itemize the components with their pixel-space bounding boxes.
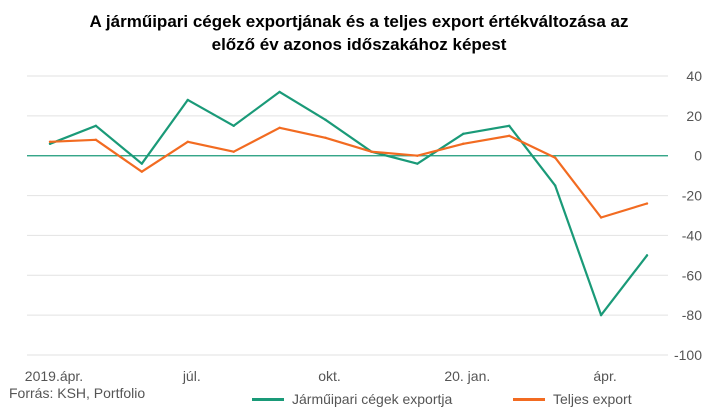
legend-item-series-1: Járműipari cégek exportja (252, 390, 452, 408)
legend-swatch-series-1 (252, 397, 284, 401)
grid-layer (27, 75, 668, 356)
source-note: Forrás: KSH, Portfolio (9, 385, 146, 401)
series-1-point (324, 118, 327, 122)
series-1-point (599, 313, 603, 317)
series-2-point (232, 150, 235, 153)
series-1-point (186, 98, 189, 102)
y-tick-label: -40 (682, 227, 702, 243)
x-tick-label: okt. (318, 368, 341, 384)
series-2-point (324, 136, 327, 139)
x-tick-label: ápr. (593, 368, 616, 384)
chart-title-line-1: A járműipari cégek exportjának és a telj… (89, 12, 629, 31)
y-tick-label: 40 (686, 68, 702, 84)
series-1-point (94, 124, 98, 128)
series-line-1 (48, 90, 649, 317)
series-1-point (48, 142, 52, 145)
series-1-point (232, 124, 235, 128)
y-axis-ticks: 40 20 0 -20 -40 -60 -80 -100 (674, 68, 702, 363)
series-2-point (599, 216, 603, 219)
series-1-point (645, 254, 649, 257)
series-2-point (370, 150, 373, 153)
chart-title-line-2: előző év azonos időszakához képest (211, 35, 507, 54)
legend-swatch-series-2 (513, 397, 545, 401)
y-tick-label: 0 (694, 148, 702, 164)
x-tick-label: 20. jan. (444, 368, 490, 384)
series-1-point (416, 162, 419, 165)
series-layer (48, 90, 649, 317)
series-1-point (553, 184, 557, 187)
series-1-point (278, 90, 281, 94)
series-2-point (553, 156, 557, 159)
series-2-point (140, 170, 144, 173)
x-axis-ticks: 2019.ápr. júl. okt. 20. jan. ápr. (25, 368, 617, 384)
series-2-point (462, 142, 465, 145)
series-2-point (186, 140, 189, 143)
y-tick-label: -60 (682, 267, 702, 283)
series-1-point (462, 132, 465, 135)
series-2-point (645, 202, 649, 205)
series-1-point (508, 124, 511, 128)
series-1-point (140, 162, 144, 165)
series-2-point (508, 134, 511, 137)
y-tick-label: 20 (686, 108, 702, 124)
x-tick-label: 2019.ápr. (25, 368, 83, 384)
x-tick-label: júl. (182, 368, 201, 384)
y-tick-label: -80 (682, 307, 702, 323)
series-2-point (416, 154, 419, 157)
series-2-point (278, 126, 281, 130)
series-2-point (48, 140, 52, 143)
y-tick-label: -100 (674, 347, 702, 363)
series-line-2 (48, 126, 649, 219)
legend-item-series-2: Teljes export (513, 390, 632, 408)
y-tick-label: -20 (682, 188, 702, 204)
chart-title: A járműipari cégek exportjának és a telj… (40, 10, 678, 56)
legend-label-series-2: Teljes export (553, 391, 632, 407)
series-2-point (94, 138, 98, 141)
legend-label-series-1: Járműipari cégek exportja (292, 391, 453, 407)
